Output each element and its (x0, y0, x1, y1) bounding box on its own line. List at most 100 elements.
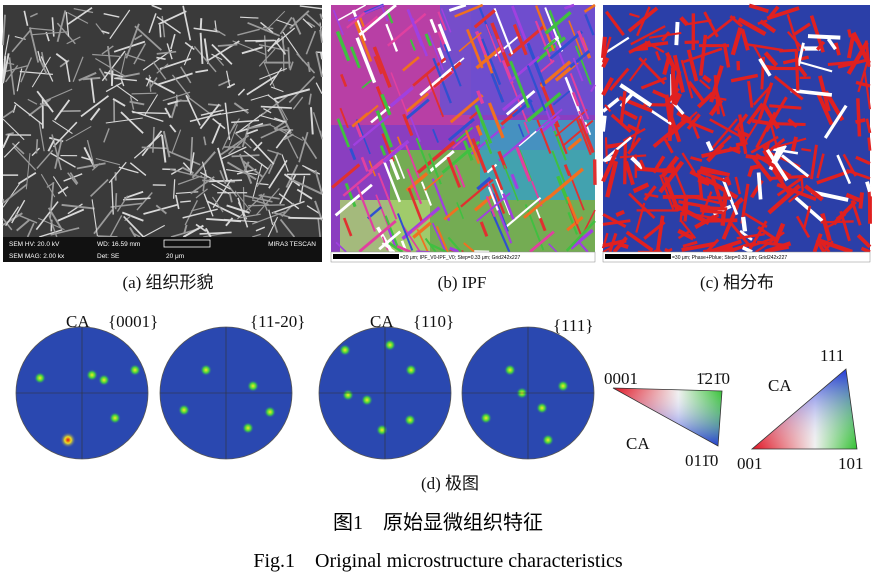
phase-lath (619, 90, 627, 123)
phase-lath (733, 196, 745, 208)
needle (119, 52, 127, 77)
lath (382, 139, 410, 164)
lath (440, 200, 448, 216)
pole-spot (404, 414, 416, 426)
needle (3, 34, 10, 61)
pole-label: CA (370, 312, 394, 331)
needle (226, 183, 238, 198)
pole-spot (264, 406, 276, 418)
phase-lath (686, 113, 701, 130)
scale-strip (602, 251, 871, 263)
phase-lath (642, 41, 669, 48)
needle (162, 91, 191, 102)
needle (167, 150, 201, 166)
phase-lath (748, 3, 769, 14)
lath (578, 118, 595, 154)
needle (206, 200, 241, 218)
needle (263, 60, 276, 89)
lath (397, 213, 414, 251)
lath (412, 221, 432, 239)
needle (26, 222, 35, 238)
needle (319, 51, 323, 60)
lath (572, 57, 584, 82)
phase-lath (678, 199, 711, 209)
lath (493, 8, 514, 55)
needle (73, 8, 94, 14)
phase-lath (747, 80, 754, 108)
needle (29, 12, 38, 18)
phase-lath (781, 154, 810, 178)
lath (437, 23, 452, 52)
needle (13, 101, 44, 126)
lath (354, 122, 363, 138)
lath (508, 55, 541, 83)
pole-spot (405, 364, 417, 376)
lath (378, 230, 402, 251)
needle (195, 188, 208, 199)
lath (411, 103, 422, 113)
phase-lath (702, 74, 712, 84)
needle (66, 36, 81, 45)
needle (57, 186, 69, 195)
needle (263, 108, 272, 114)
phase-lath (658, 160, 685, 194)
phase-lath (601, 115, 607, 132)
needle (29, 27, 55, 32)
needle (101, 45, 114, 55)
lath (569, 73, 590, 120)
needle (35, 201, 59, 231)
phase-lath (676, 110, 692, 123)
needle (184, 200, 199, 226)
phase-lath (683, 47, 723, 64)
needle (285, 134, 299, 159)
needle (104, 71, 124, 78)
needle (274, 117, 287, 123)
phase-lath (853, 38, 863, 47)
lath (431, 222, 447, 253)
lath (552, 90, 571, 106)
lath (405, 92, 430, 113)
lath (549, 30, 583, 60)
needle (161, 134, 167, 163)
needle (267, 94, 280, 104)
needle (81, 156, 93, 162)
needle (171, 129, 182, 154)
needle (315, 82, 323, 95)
needle (36, 149, 54, 169)
needle (236, 193, 265, 220)
ipf-label: CA (626, 434, 650, 453)
pole-spots (480, 364, 569, 446)
needle (82, 76, 101, 81)
ipf-corner: 101 (838, 454, 864, 473)
phase-lath (729, 221, 752, 248)
lath (490, 210, 511, 253)
lath (394, 154, 406, 179)
lath (361, 79, 372, 89)
lath (468, 111, 479, 120)
needle (56, 10, 67, 43)
phase-lath (766, 6, 800, 21)
needle (129, 162, 147, 177)
needle (105, 117, 143, 124)
phase-lath (835, 211, 847, 222)
phase-lath (769, 104, 802, 110)
needle (91, 199, 98, 237)
pole-spot (86, 369, 98, 381)
phase-lath (628, 40, 652, 54)
needle (304, 166, 316, 174)
needle (65, 61, 71, 82)
lath (415, 137, 432, 174)
pole-spot (376, 424, 388, 436)
needle (302, 18, 313, 29)
needle (134, 34, 143, 41)
pole-spot (34, 372, 46, 384)
phase-lath (602, 246, 612, 253)
needle (28, 98, 52, 117)
lath (504, 196, 542, 229)
ipf-corner: 001 (737, 454, 763, 473)
needle (3, 141, 20, 158)
lath (402, 224, 421, 253)
needle (260, 193, 268, 211)
